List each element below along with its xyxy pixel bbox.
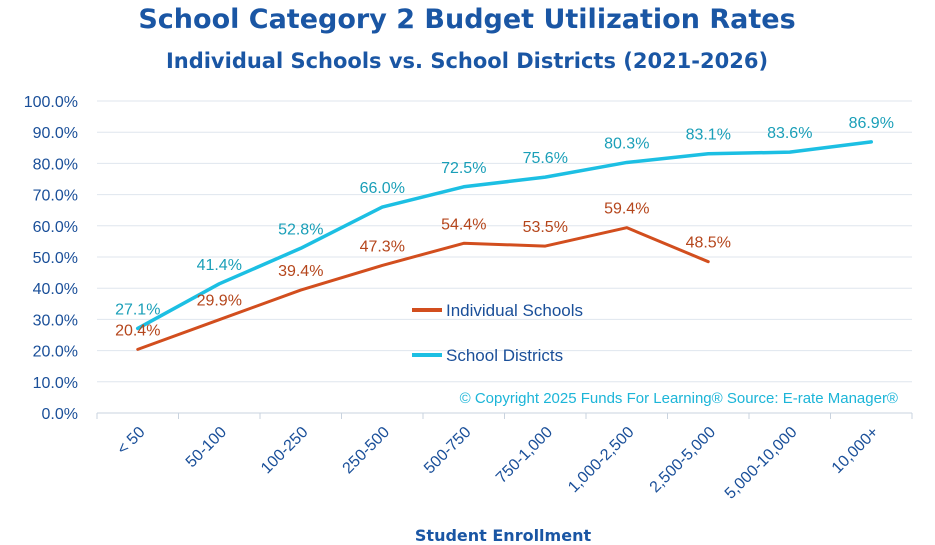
data-label: 20.4% xyxy=(115,322,160,339)
data-label: 66.0% xyxy=(360,180,405,197)
y-tick-label: 50.0% xyxy=(33,250,78,267)
data-label: 75.6% xyxy=(523,150,568,167)
x-tick-label: 10,000+ xyxy=(829,424,882,477)
data-labels: 20.4% 29.9% 39.4% 47.3% 54.4% 53.5% 59.4% 48.5%… xyxy=(115,115,894,339)
chart-subtitle: Individual Schools vs. School Districts … xyxy=(166,49,768,73)
data-label: 48.5% xyxy=(686,235,731,252)
data-label: 83.1% xyxy=(686,127,731,144)
y-axis-tick-labels: 0.0% 10.0% 20.0% 30.0% 40.0% 50.0% 60.0% 70.0% 8… xyxy=(24,94,78,423)
gridlines xyxy=(96,100,913,419)
x-tick-label: 250-500 xyxy=(340,424,394,478)
legend-label-individual-schools: Individual Schools xyxy=(446,301,583,320)
chart-title: School Category 2 Budget Utilization Rat… xyxy=(138,4,795,35)
x-tick-label: 50-100 xyxy=(183,424,230,471)
data-label: 29.9% xyxy=(197,293,242,310)
x-tick-label: 2,500-5,000 xyxy=(647,424,719,496)
x-axis-title: Student Enrollment xyxy=(415,526,592,545)
data-label: 59.4% xyxy=(604,201,649,218)
x-tick-label: 500-750 xyxy=(421,424,475,478)
data-label: 83.6% xyxy=(767,125,812,142)
y-tick-label: 70.0% xyxy=(33,188,78,205)
x-axis-tick-labels: < 50 50-100 100-250 250-500 500-750 750-1,000… xyxy=(114,424,882,503)
x-tick-label: 100-250 xyxy=(258,424,312,478)
y-tick-label: 80.0% xyxy=(33,156,78,173)
y-tick-label: 90.0% xyxy=(33,125,78,142)
data-label: 39.4% xyxy=(278,263,323,280)
x-tick-label: 5,000-10,000 xyxy=(722,424,801,503)
legend: Individual Schools School Districts xyxy=(412,301,583,365)
copyright-annotation: © Copyright 2025 Funds For Learning® Sou… xyxy=(460,390,898,407)
data-label: 80.3% xyxy=(604,135,649,152)
y-tick-label: 100.0% xyxy=(24,94,78,111)
data-label: 54.4% xyxy=(441,216,486,233)
series-line-school-districts xyxy=(136,140,873,331)
y-tick-label: 60.0% xyxy=(33,219,78,236)
y-tick-label: 20.0% xyxy=(33,344,78,361)
series-line-individual-schools xyxy=(136,226,710,351)
legend-label-school-districts: School Districts xyxy=(446,346,563,365)
y-tick-label: 40.0% xyxy=(33,281,78,298)
series-lines xyxy=(136,140,873,351)
data-label: 27.1% xyxy=(115,301,160,318)
data-label: 52.8% xyxy=(278,221,323,238)
x-tick-label: 1,000-2,500 xyxy=(565,424,637,496)
data-label: 86.9% xyxy=(849,115,894,132)
y-tick-label: 30.0% xyxy=(33,312,78,329)
x-tick-label: 750-1,000 xyxy=(493,424,556,487)
y-tick-label: 0.0% xyxy=(42,406,78,423)
data-label: 47.3% xyxy=(360,238,405,255)
data-label: 41.4% xyxy=(197,257,242,274)
data-label: 72.5% xyxy=(441,160,486,177)
data-label: 53.5% xyxy=(523,219,568,236)
y-tick-label: 10.0% xyxy=(33,375,78,392)
x-tick-label: < 50 xyxy=(114,424,148,458)
